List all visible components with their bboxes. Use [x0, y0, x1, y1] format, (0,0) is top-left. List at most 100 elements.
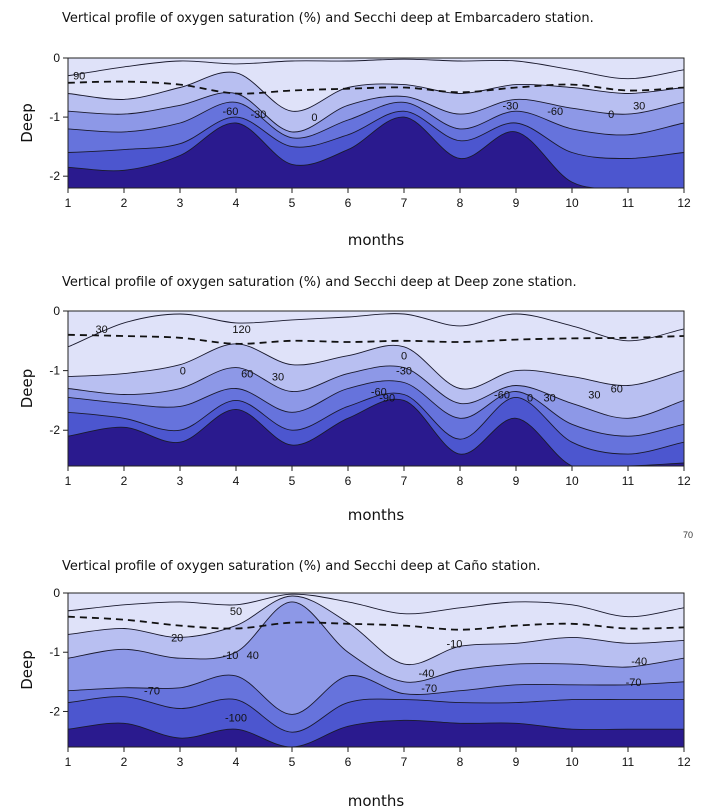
panel1-y-tick-label: -1	[49, 110, 60, 124]
panel2-band-deepest	[68, 399, 684, 466]
panel2-contour-label: 120	[232, 324, 250, 336]
panel2-x-axis-label: months	[348, 506, 405, 524]
panel3-contour-label: -100	[225, 712, 247, 724]
panel1-frame	[67, 57, 685, 189]
panel2-contour-line-5	[68, 343, 684, 390]
panel3-secchi-line	[68, 615, 684, 631]
panel1-x-tick-label: 12	[677, 196, 691, 210]
panel1-plot-area: 90 -60 -30 0 -30 -60 0 30	[68, 58, 684, 188]
panel2-contour-label: 30	[272, 372, 284, 384]
panel1-contour-label: -60	[547, 106, 563, 118]
panel2-contour-label: 30	[588, 389, 600, 401]
panel2-contour-label: 0	[527, 392, 533, 404]
panel1-band-deepest	[68, 117, 684, 188]
panel2-x-tick-label: 3	[177, 474, 184, 488]
panel2-title: Vertical profile of oxygen saturation (%…	[62, 275, 577, 290]
panel1-title: Vertical profile of oxygen saturation (%…	[62, 11, 594, 26]
panel1-x-tick-label: 8	[457, 196, 464, 210]
panel3-x-tick-label: 9	[513, 755, 520, 769]
panel1-contour-label: 0	[311, 112, 317, 124]
panel2-contour-label: 0	[401, 351, 407, 363]
panel1-contour-line-5	[68, 71, 684, 112]
panel3-contour-line-6	[68, 593, 684, 618]
panel3-x-tick-label: 1	[65, 755, 72, 769]
panel2-contour-label: 30	[95, 324, 107, 336]
panel2-secchi-line	[68, 333, 684, 345]
panel2-y-tick-label: 0	[53, 304, 60, 318]
panel3-contour-label: -10	[446, 638, 462, 650]
panel2-y-tick-label: -1	[49, 364, 60, 378]
panel2-x-tick-label: 7	[401, 474, 408, 488]
panel3-x-axis-label: months	[348, 792, 405, 810]
panel2-contour-label: 0	[180, 366, 186, 378]
panel2-x-tick-label: 2	[121, 474, 128, 488]
panel3-contour-label: 40	[247, 650, 259, 662]
panel1-x-tick-label: 7	[401, 196, 408, 210]
panel1-y-tick-label: -2	[49, 169, 60, 183]
panel1-x-tick-label: 2	[121, 196, 128, 210]
panel1-contour-line-3	[68, 101, 684, 139]
panel1-x-axis-label: months	[348, 231, 405, 249]
panel2-x-tick-label: 12	[677, 474, 691, 488]
panel2-contour-label: -30	[396, 366, 412, 378]
panel2-x-tick-label: 10	[565, 474, 579, 488]
panel2-contour-label: -60	[371, 386, 387, 398]
panel1-x-tick-label: 4	[233, 196, 240, 210]
panel2-x-tick-label: 1	[65, 474, 72, 488]
panel3-x-tick-label: 2	[121, 755, 128, 769]
panel1-secchi-line	[68, 80, 684, 95]
panel1-x-tick-label: 9	[513, 196, 520, 210]
panel1-x-tick-label: 11	[622, 196, 635, 210]
panel3-x-tick-label: 11	[622, 755, 635, 769]
panel1-contour-line-2	[68, 110, 684, 159]
panel1-contour-line-6	[68, 58, 684, 80]
panel3-title: Vertical profile of oxygen saturation (%…	[62, 559, 540, 574]
panel2-contour-label: -60	[494, 389, 510, 401]
panel2-x-tick-label: 5	[289, 474, 296, 488]
panel3-x-tick-label: 6	[345, 755, 352, 769]
panel1-contour-label: 0	[608, 109, 614, 121]
panel2-contour-line-2	[68, 392, 684, 455]
panel1-contour-label: 90	[73, 71, 85, 83]
panel2-y-axis-label: Deep	[18, 369, 36, 409]
panel3-contour-label: 20	[171, 632, 183, 644]
panel3-band-deepest	[68, 720, 684, 747]
panel3-contour-label: -40	[631, 656, 647, 668]
panel2-contour-label: -90	[379, 392, 395, 404]
panel1-x-tick-label: 10	[565, 196, 579, 210]
panel2-x-tick-label: 4	[233, 474, 240, 488]
panel2-x-tick-label: 8	[457, 474, 464, 488]
panel2-contour-line-6	[68, 313, 684, 348]
panel3-x-tick-label: 7	[401, 755, 408, 769]
panel3-contour-label: -70	[144, 686, 160, 698]
panel2-contour-line-4	[68, 365, 684, 419]
panel1-contour-label: -30	[502, 100, 518, 112]
panel3-y-axis-label: Deep	[18, 650, 36, 690]
panel2-x-tick-label: 9	[513, 474, 520, 488]
panel3-contour-label: -10	[222, 650, 238, 662]
panel2-contour-line-1	[68, 398, 684, 466]
panel2-x-tick-label: 6	[345, 474, 352, 488]
panel3-x-tick-label: 3	[177, 755, 184, 769]
panel1-contour-label: -60	[222, 106, 238, 118]
panel3-frame	[67, 592, 685, 748]
panel3-contour-line-5	[68, 595, 684, 666]
panel3-x-tick-label: 8	[457, 755, 464, 769]
panel3-x-tick-label: 10	[565, 755, 579, 769]
panel1-x-tick-label: 5	[289, 196, 296, 210]
panel2-contour-line-3	[68, 380, 684, 437]
panel2-contour-label: 60	[241, 369, 253, 381]
panel3-contour-line-3	[68, 674, 684, 715]
panel3-contour-line-2	[68, 696, 684, 733]
panel1-x-tick-label: 3	[177, 196, 184, 210]
panel3-contour-label: -70	[421, 683, 437, 695]
panel3-x-tick-label: 12	[677, 755, 691, 769]
panel2-y-tick-label: -2	[49, 423, 60, 437]
panel2-frame	[67, 310, 685, 467]
panel1-y-axis-label: Deep	[18, 103, 36, 143]
panel3-contour-label: -40	[418, 668, 434, 680]
